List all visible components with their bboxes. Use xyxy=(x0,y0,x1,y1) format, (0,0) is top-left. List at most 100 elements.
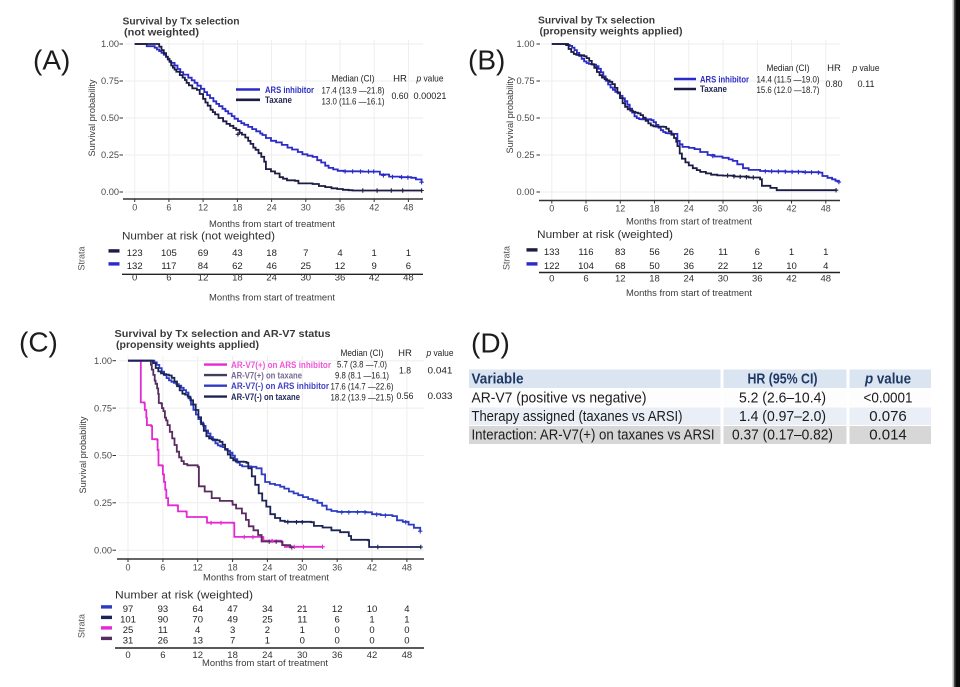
svg-text:123: 123 xyxy=(127,248,143,259)
svg-text:Survival probability: Survival probability xyxy=(505,76,516,153)
svg-text:0.80: 0.80 xyxy=(826,79,843,90)
svg-text:50: 50 xyxy=(649,261,660,272)
svg-text:AR-V7(+) on ARS inhibitor: AR-V7(+) on ARS inhibitor xyxy=(231,360,331,371)
svg-text:3: 3 xyxy=(230,625,235,636)
svg-text:6: 6 xyxy=(583,204,588,214)
svg-text:42: 42 xyxy=(369,203,379,213)
svg-text:12: 12 xyxy=(198,273,209,284)
svg-text:42: 42 xyxy=(786,274,797,285)
svg-text:Strata: Strata xyxy=(77,246,87,270)
svg-text:p value: p value xyxy=(416,74,444,85)
svg-text:21: 21 xyxy=(297,604,308,615)
svg-text:0.75: 0.75 xyxy=(101,76,119,86)
svg-text:0.37 (0.17–0.82): 0.37 (0.17–0.82) xyxy=(732,427,833,444)
svg-text:0.00: 0.00 xyxy=(101,187,119,197)
svg-text:Number at risk (weighted): Number at risk (weighted) xyxy=(537,229,673,241)
svg-text:6: 6 xyxy=(166,273,171,284)
svg-text:0.00021: 0.00021 xyxy=(414,91,447,102)
svg-text:Number at risk (not weighted): Number at risk (not weighted) xyxy=(122,231,275,243)
svg-text:0: 0 xyxy=(300,636,305,647)
svg-text:0.041: 0.041 xyxy=(428,366,453,377)
svg-text:70: 70 xyxy=(192,615,203,626)
svg-text:0.11: 0.11 xyxy=(858,79,875,90)
svg-text:Months from start of treatment: Months from start of treatment xyxy=(203,573,329,584)
svg-text:48: 48 xyxy=(821,204,831,214)
svg-text:36: 36 xyxy=(752,274,763,285)
svg-text:18: 18 xyxy=(227,650,238,661)
svg-text:43: 43 xyxy=(232,248,243,259)
svg-text:6: 6 xyxy=(755,247,760,258)
svg-text:1.4 (0.97–2.0): 1.4 (0.97–2.0) xyxy=(739,408,826,425)
svg-text:18.2 (13.9 —21.5): 18.2 (13.9 —21.5) xyxy=(331,393,394,404)
svg-text:Survival probability: Survival probability xyxy=(87,79,98,156)
svg-text:9: 9 xyxy=(372,261,377,272)
svg-text:6: 6 xyxy=(406,261,411,272)
svg-text:Median (CI): Median (CI) xyxy=(341,348,384,359)
svg-text:4: 4 xyxy=(195,625,200,636)
svg-text:25: 25 xyxy=(123,625,134,636)
svg-text:6: 6 xyxy=(160,563,165,573)
svg-text:Variable: Variable xyxy=(472,371,524,388)
svg-text:49: 49 xyxy=(227,615,238,626)
svg-text:4: 4 xyxy=(337,248,342,259)
svg-text:122: 122 xyxy=(544,261,560,272)
svg-text:0.25: 0.25 xyxy=(101,150,119,160)
svg-text:5.7 (3.8 —7.0): 5.7 (3.8 —7.0) xyxy=(337,360,387,371)
svg-text:36: 36 xyxy=(332,563,342,573)
svg-text:6: 6 xyxy=(583,274,588,285)
svg-text:104: 104 xyxy=(578,261,594,272)
svg-text:56: 56 xyxy=(649,247,660,258)
svg-text:0: 0 xyxy=(335,625,340,636)
svg-text:62: 62 xyxy=(232,261,243,272)
svg-text:0: 0 xyxy=(125,563,130,573)
svg-text:Months from start of treatment: Months from start of treatment xyxy=(209,219,335,230)
svg-text:Strata: Strata xyxy=(77,614,87,638)
svg-text:34: 34 xyxy=(262,604,273,615)
svg-text:(propensity weights applied): (propensity weights applied) xyxy=(540,26,683,38)
svg-text:36: 36 xyxy=(752,204,762,214)
svg-text:15.6 (12.0 —18.7): 15.6 (12.0 —18.7) xyxy=(757,85,820,96)
svg-text:Months from start of treatment: Months from start of treatment xyxy=(202,658,328,669)
svg-text:1.8: 1.8 xyxy=(399,366,411,377)
svg-text:46: 46 xyxy=(266,261,277,272)
svg-text:93: 93 xyxy=(158,604,169,615)
svg-text:26: 26 xyxy=(684,247,695,258)
svg-text:0.75: 0.75 xyxy=(94,403,112,413)
svg-text:117: 117 xyxy=(161,261,176,272)
svg-text:0.00: 0.00 xyxy=(94,545,112,555)
svg-text:84: 84 xyxy=(198,261,209,272)
svg-text:42: 42 xyxy=(367,563,377,573)
svg-text:1: 1 xyxy=(789,247,794,258)
svg-text:0.56: 0.56 xyxy=(397,391,414,402)
svg-text:Survival probability: Survival probability xyxy=(78,416,89,493)
svg-text:10: 10 xyxy=(786,261,797,272)
svg-text:13.0 (11.6 —16.1): 13.0 (11.6 —16.1) xyxy=(322,97,385,108)
svg-text:12: 12 xyxy=(192,650,203,661)
svg-text:10: 10 xyxy=(367,604,378,615)
svg-text:1: 1 xyxy=(265,636,270,647)
svg-text:30: 30 xyxy=(301,273,312,284)
svg-text:1.00: 1.00 xyxy=(517,39,535,49)
svg-text:30: 30 xyxy=(718,274,729,285)
svg-text:48: 48 xyxy=(403,203,413,213)
svg-text:0: 0 xyxy=(132,203,137,213)
svg-text:AR-V7 (positive vs negative): AR-V7 (positive vs negative) xyxy=(472,390,647,407)
svg-text:26: 26 xyxy=(158,636,169,647)
svg-text:5.2 (2.6–10.4): 5.2 (2.6–10.4) xyxy=(739,390,826,407)
svg-text:31: 31 xyxy=(123,636,134,647)
svg-text:Number at risk (weighted): Number at risk (weighted) xyxy=(115,590,253,602)
svg-text:18: 18 xyxy=(266,248,277,259)
svg-text:0: 0 xyxy=(335,636,340,647)
svg-text:11: 11 xyxy=(158,625,168,636)
svg-text:Survival by Tx selection and A: Survival by Tx selection and AR-V7 statu… xyxy=(115,328,331,340)
svg-text:0.25: 0.25 xyxy=(517,150,535,160)
svg-text:25: 25 xyxy=(301,261,312,272)
svg-text:68: 68 xyxy=(615,261,626,272)
svg-text:p value: p value xyxy=(426,348,454,359)
svg-text:24: 24 xyxy=(262,563,272,573)
svg-text:6: 6 xyxy=(160,650,165,661)
svg-text:64: 64 xyxy=(192,604,203,615)
svg-text:24: 24 xyxy=(267,203,277,213)
svg-text:12: 12 xyxy=(615,274,626,285)
svg-text:1: 1 xyxy=(404,615,409,626)
